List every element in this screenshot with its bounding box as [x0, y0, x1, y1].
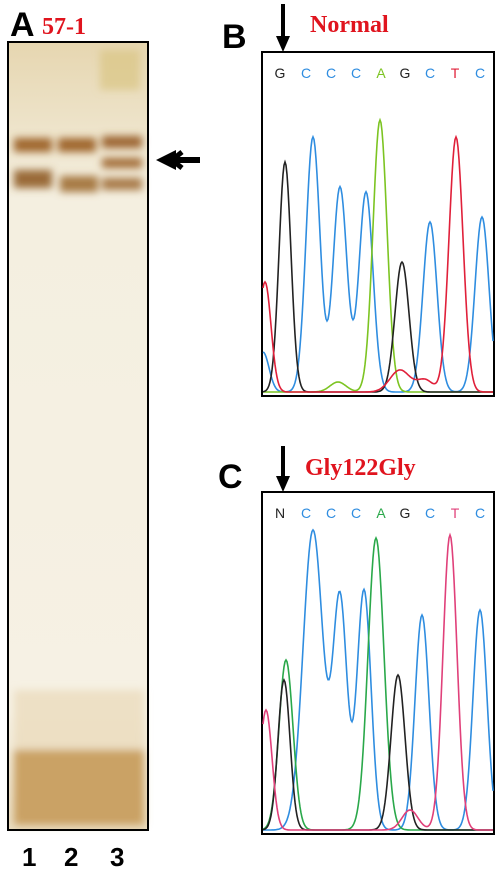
base-call: A	[376, 505, 386, 521]
position-arrow-head	[276, 476, 290, 492]
panel-label: A	[10, 6, 35, 44]
base-call: G	[275, 65, 286, 81]
panel-title: Gly122Gly	[305, 455, 416, 481]
base-call: C	[326, 65, 336, 81]
trace	[262, 134, 493, 393]
panel-title: Normal	[310, 12, 389, 38]
panel-label: B	[222, 18, 247, 56]
lane-label: 3	[110, 842, 124, 872]
base-call: G	[400, 505, 411, 521]
base-call: C	[301, 505, 311, 521]
panel-title: 57-1	[42, 14, 86, 40]
base-call: C	[425, 65, 435, 81]
gel-panel	[7, 41, 200, 831]
base-call: C	[351, 65, 361, 81]
base-call: C	[425, 505, 435, 521]
panel-label: C	[218, 458, 243, 496]
lane-label: 2	[64, 842, 78, 872]
base-call: T	[451, 65, 460, 81]
lane-label: 1	[22, 842, 36, 872]
base-call: C	[475, 505, 485, 521]
gel-bands	[14, 50, 144, 825]
base-call: C	[301, 65, 311, 81]
base-call: C	[326, 505, 336, 521]
trace	[262, 532, 493, 831]
trace	[262, 159, 493, 393]
trace	[262, 673, 493, 831]
base-call: T	[451, 505, 460, 521]
base-call: N	[275, 505, 285, 521]
base-call: G	[400, 65, 411, 81]
base-call: C	[351, 505, 361, 521]
base-call: A	[376, 65, 386, 81]
position-arrow-head	[276, 36, 290, 52]
chromatogram	[262, 117, 494, 393]
chromatogram	[262, 528, 494, 831]
base-call: C	[475, 65, 485, 81]
